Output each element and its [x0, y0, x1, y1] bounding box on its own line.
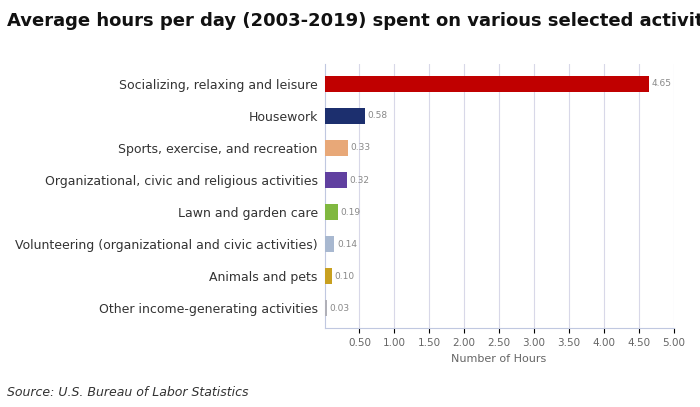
X-axis label: Number of Hours: Number of Hours: [452, 354, 547, 363]
Bar: [325, 236, 335, 252]
Bar: [325, 172, 347, 188]
Text: 0.03: 0.03: [330, 304, 349, 313]
Text: 4.65: 4.65: [652, 79, 672, 88]
Text: 0.19: 0.19: [341, 208, 360, 217]
Text: 0.10: 0.10: [335, 271, 354, 281]
Bar: [325, 76, 649, 92]
Text: 0.14: 0.14: [337, 240, 357, 249]
Text: 0.32: 0.32: [350, 175, 370, 184]
Text: 0.58: 0.58: [368, 112, 388, 120]
Text: 0.33: 0.33: [351, 143, 370, 153]
Bar: [325, 140, 348, 156]
Bar: [325, 108, 365, 124]
Text: Average hours per day (2003-2019) spent on various selected activities: Average hours per day (2003-2019) spent …: [7, 12, 700, 30]
Bar: [325, 268, 332, 284]
Bar: [325, 204, 338, 220]
Bar: [325, 300, 327, 316]
Text: Source: U.S. Bureau of Labor Statistics: Source: U.S. Bureau of Labor Statistics: [7, 386, 248, 399]
